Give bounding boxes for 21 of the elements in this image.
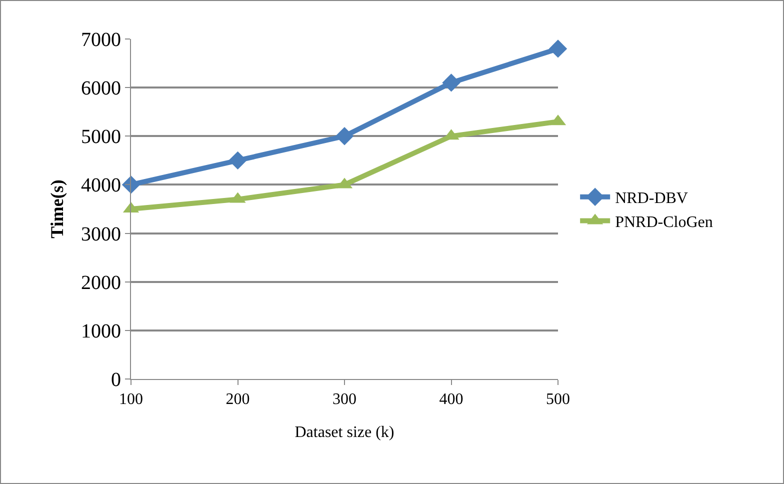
- point: [228, 151, 247, 170]
- y-tick-label: 1000: [81, 320, 121, 342]
- x-tick-label: 100: [119, 391, 143, 408]
- x-axis-title: Dataset size (k): [294, 424, 394, 441]
- y-tick-label: 3000: [81, 223, 121, 246]
- point: [335, 127, 354, 146]
- x-tick-label: 500: [546, 391, 570, 408]
- y-tick-label: 7000: [81, 29, 121, 51]
- legend-label: PNRD-CloGen: [615, 214, 713, 231]
- point: [548, 40, 568, 58]
- x-tick-label: 300: [332, 391, 356, 408]
- y-axis-title: Time(s): [47, 180, 68, 238]
- y-tick-label: 5000: [81, 126, 121, 148]
- point: [442, 74, 460, 92]
- legend-label: NRD-DBV: [615, 190, 688, 208]
- y-tick-label: 2000: [81, 272, 121, 294]
- y-tick-label: 4000: [81, 174, 121, 197]
- x-tick-label: 400: [439, 391, 464, 408]
- y-tick-label: 0: [111, 369, 121, 391]
- x-tick-label: 200: [226, 391, 250, 408]
- y-tick-label: 6000: [81, 78, 121, 100]
